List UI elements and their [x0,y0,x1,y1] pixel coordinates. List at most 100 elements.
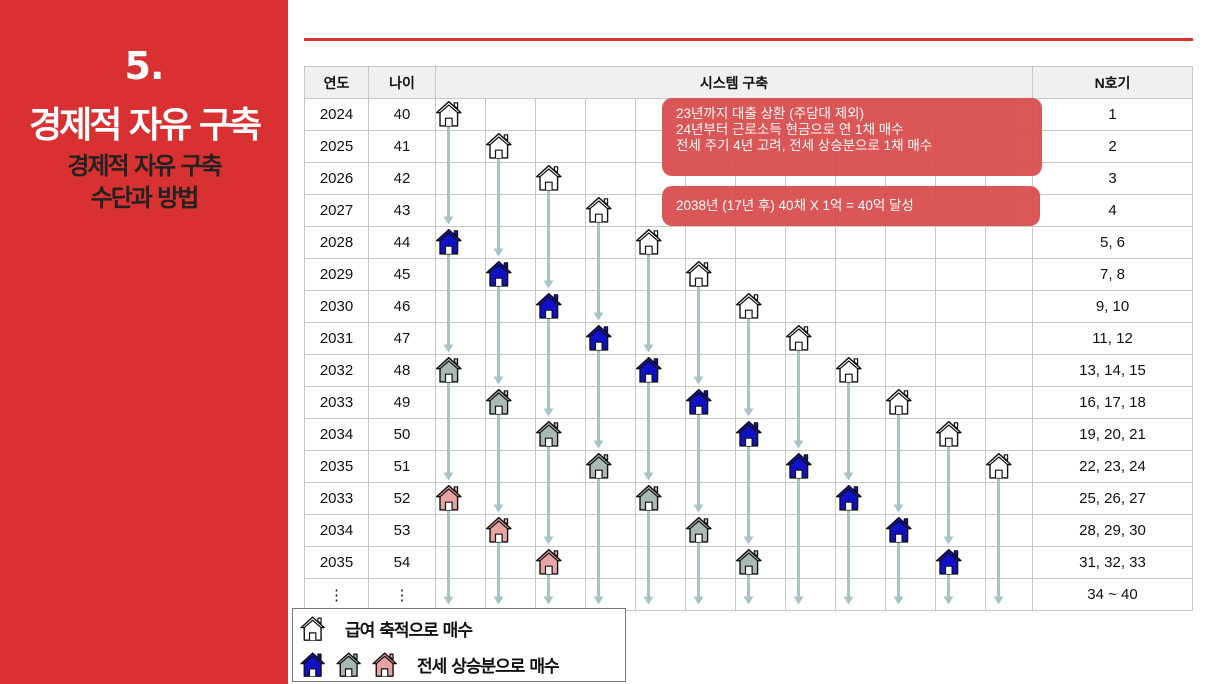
table-row: 2031 47 11, 12 [304,322,1193,355]
system-cell [835,546,886,579]
system-cell [735,482,786,515]
table-header-row: 연도 나이 시스템 구축 N호기 [304,66,1193,99]
system-cell [435,162,486,195]
system-cell [535,130,586,163]
system-cell [535,386,586,419]
system-cell [585,322,636,355]
system-cell [435,98,486,131]
system-cell [935,546,986,579]
system-cell [485,450,536,483]
system-cell [635,386,686,419]
system-cell [835,514,886,547]
system-cell [985,514,1033,547]
table-row: 2034 50 19, 20, 21 [304,418,1193,451]
system-cell [885,258,936,291]
system-cell [685,418,736,451]
system-cell [585,546,636,579]
system-cell [685,514,736,547]
system-cell [635,482,686,515]
system-cell [985,290,1033,323]
system-cell [435,578,486,611]
system-cell [735,578,786,611]
system-cell [985,322,1033,355]
system-cell [985,482,1033,515]
system-cell [485,290,536,323]
system-cell [735,258,786,291]
system-cell [535,290,586,323]
n-cell: 28, 29, 30 [1032,514,1193,547]
system-cell [935,226,986,259]
year-cell: 2033 [304,482,369,515]
system-cell [685,386,736,419]
system-cell [785,226,836,259]
system-cell [935,258,986,291]
system-cell [835,258,886,291]
system-cell [485,130,536,163]
header-n: N호기 [1032,66,1193,99]
n-cell: 11, 12 [1032,322,1193,355]
system-cell [585,290,636,323]
age-cell: 42 [368,162,436,195]
year-cell: ⋮ [304,578,369,611]
table-row: 2029 45 7, 8 [304,258,1193,291]
system-cell [535,322,586,355]
year-cell: 2025 [304,130,369,163]
system-cell [585,130,636,163]
year-cell: 2035 [304,450,369,483]
n-cell: 4 [1032,194,1193,227]
system-cell [435,418,486,451]
callout-goal-text: 2038년 (17년 후) 40채 X 1억 = 40억 달성 [676,198,914,213]
system-cell [585,194,636,227]
callout-goal: 2038년 (17년 후) 40채 X 1억 = 40억 달성 [662,186,1040,226]
header-year: 연도 [304,66,369,99]
system-cell [685,226,736,259]
age-cell: 46 [368,290,436,323]
system-cell [635,450,686,483]
sidebar: 5. 경제적 자유 구축 경제적 자유 구축 수단과 방법 [0,0,288,684]
system-cell [585,162,636,195]
age-cell: 50 [368,418,436,451]
system-cell [535,226,586,259]
system-cell [785,354,836,387]
system-cell [885,226,936,259]
system-cell [935,354,986,387]
system-cell [985,226,1033,259]
age-cell: 53 [368,514,436,547]
system-cell [635,578,686,611]
system-cell [785,322,836,355]
year-cell: 2034 [304,514,369,547]
year-cell: 2028 [304,226,369,259]
system-cell [735,322,786,355]
system-cell [835,418,886,451]
system-cell [685,322,736,355]
system-cell [935,450,986,483]
system-cell [935,290,986,323]
system-cell [785,514,836,547]
system-cell [685,290,736,323]
system-cell [985,354,1033,387]
system-cell [985,258,1033,291]
system-cell [435,546,486,579]
age-cell: 40 [368,98,436,131]
age-cell: 44 [368,226,436,259]
system-cell [685,482,736,515]
system-cell [485,418,536,451]
n-cell: 9, 10 [1032,290,1193,323]
system-cell [535,450,586,483]
system-cell [885,578,936,611]
system-cell [535,578,586,611]
system-cell [735,386,786,419]
age-cell: 52 [368,482,436,515]
system-cell [635,546,686,579]
system-cell [985,450,1033,483]
system-cell [785,482,836,515]
system-cell [785,546,836,579]
system-cell [885,354,936,387]
legend-row-deposit: 전세 상승분으로 매수 [299,651,560,677]
table-row: 2035 54 31, 32, 33 [304,546,1193,579]
age-cell: 41 [368,130,436,163]
system-cell [585,258,636,291]
system-cell [985,386,1033,419]
system-cell [535,98,586,131]
system-cell [635,226,686,259]
